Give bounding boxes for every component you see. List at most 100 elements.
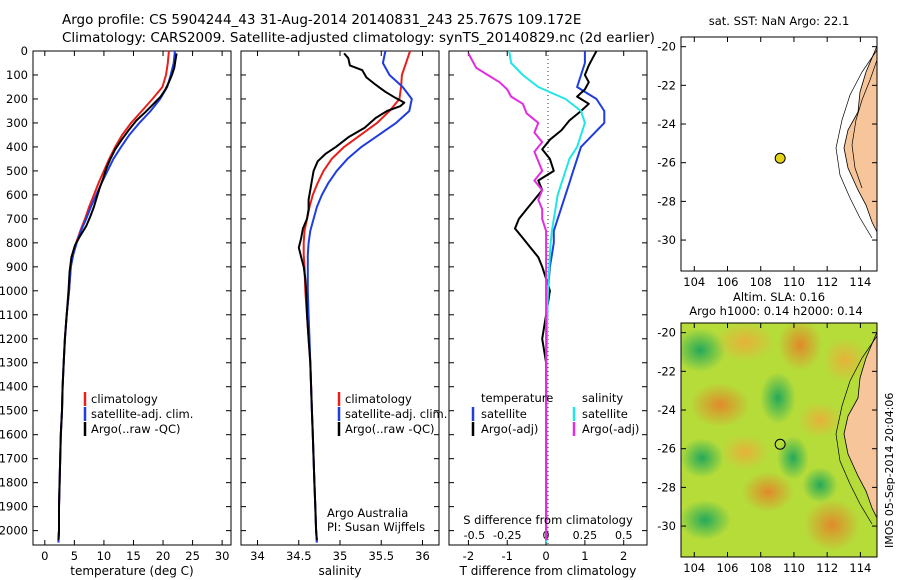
x-tick-label: 1: [581, 549, 588, 563]
legend-header-salinity: salinity: [582, 391, 623, 405]
sla-low-anomaly: [681, 500, 731, 540]
lat-tick-label: -22: [657, 78, 676, 92]
temperature-axes-frame: [32, 50, 232, 546]
sst-map-frame: [680, 36, 878, 272]
depth-tick-label: 800: [6, 236, 28, 250]
temperature-xlabel: temperature (deg C): [70, 564, 193, 578]
x-tick-label: 36: [415, 549, 430, 563]
lon-tick-label: 106: [717, 561, 739, 575]
difference-top-label: S difference from climatology: [463, 513, 633, 527]
depth-tick-label: 200: [6, 92, 28, 106]
lon-tick-label: 114: [849, 561, 871, 575]
depth-tick-label: 400: [6, 140, 28, 154]
depth-tick-label: 1600: [0, 428, 28, 442]
sst-map-coast-contour-1: [835, 49, 878, 239]
x-tick-label: 0: [542, 549, 549, 563]
lat-tick-label: -22: [657, 364, 676, 378]
depth-tick-label: 1900: [0, 500, 28, 514]
x-tick-label: -2: [463, 549, 474, 563]
sla-high-anomaly: [715, 323, 775, 362]
temperature-legend: climatology satellite-adj. clim. Argo(..…: [83, 392, 193, 436]
sla-low-anomaly: [681, 328, 726, 372]
sla-map-ticks: 104 106 108 110 112 114 -20 -22 -24 -26 -28 -30: [657, 323, 877, 575]
lat-tick-label: -24: [657, 117, 676, 131]
depth-tick-label: 1000: [0, 284, 28, 298]
lon-tick-label: 112: [816, 275, 838, 289]
difference-series-lines: [467, 50, 606, 543]
sst-map-land: [843, 45, 878, 233]
lat-tick-label: -28: [657, 194, 676, 208]
salinity-xlabel: salinity: [318, 564, 361, 578]
lat-tick-label: -26: [657, 156, 676, 170]
sla-high-anomaly: [823, 338, 867, 382]
lat-tick-label: -26: [657, 442, 676, 456]
series-line-climatology: [57, 50, 170, 543]
depth-tick-label: 2000: [0, 524, 28, 538]
lat-tick-label: -20: [657, 40, 676, 54]
x-tick-label: 10: [97, 549, 112, 563]
temperature-profile-panel: 0100200300400500600700800900100011001200…: [0, 44, 232, 578]
difference-xlabel: T difference from climatology: [459, 564, 637, 578]
lon-tick-label: 104: [683, 561, 705, 575]
depth-tick-label: 100: [6, 68, 28, 82]
lat-tick-label: -30: [657, 519, 676, 533]
lon-tick-label: 104: [683, 275, 705, 289]
x-tick-label: 0: [41, 549, 48, 563]
sst-map-ticks: 104 106 108 110 112 114 -20 -22 -24 -26 -28 -30: [657, 37, 877, 289]
sst-map-panel: sat. SST: NaN Argo: 22.1 104 106 108 110 112…: [657, 14, 878, 289]
lat-tick-label: -28: [657, 480, 676, 494]
sla-map-frame: [680, 322, 878, 558]
imos-timestamp-credit: IMOS 05-Sep-2014 20:04:06: [883, 393, 896, 548]
lat-tick-label: -30: [657, 233, 676, 247]
series-line-satellite-adj-clim-: [306, 50, 413, 543]
depth-tick-label: 1500: [0, 404, 28, 418]
salinity-profile-panel: 34 34.5 35 35.5 36 salinity climatology sate…: [240, 50, 447, 578]
salinity-axes-frame: [240, 50, 440, 546]
legend-label-argo: Argo(..raw -QC): [345, 422, 435, 436]
sla-map-coast-contour: [835, 335, 877, 525]
x-tick-label: 25: [185, 549, 200, 563]
sla-low-anomaly: [802, 467, 838, 503]
x-tick-label: 34.5: [286, 549, 312, 563]
salinity-series-lines: [297, 50, 413, 543]
sst-map-coast-contour-2: [851, 59, 878, 189]
sst-argo-location-marker: [774, 152, 786, 164]
legend-header-temperature: temperature: [481, 391, 553, 405]
x-tick-label: 20: [156, 549, 171, 563]
sla-high-anomaly: [798, 402, 842, 438]
temperature-series-lines: [57, 50, 178, 543]
sla-map-title-2: Argo h1000: 0.14 h2000: 0.14: [689, 304, 862, 318]
sla-low-anomaly: [681, 438, 724, 478]
depth-tick-label: 900: [6, 260, 28, 274]
legend-label-climatology: climatology: [91, 392, 158, 406]
legend-label-sal-satellite: satellite: [582, 407, 628, 421]
s-tick-label: 0.5: [615, 529, 633, 542]
depth-tick-label: 1300: [0, 356, 28, 370]
depth-tick-label: 1200: [0, 332, 28, 346]
lon-tick-label: 114: [849, 275, 871, 289]
lat-tick-label: -24: [657, 403, 676, 417]
depth-tick-label: 500: [6, 164, 28, 178]
legend-label-satellite: satellite-adj. clim.: [91, 407, 193, 421]
principal-investigator-label: PI: Susan Wijffels: [327, 520, 425, 534]
argo-program-label: Argo Australia: [327, 506, 408, 520]
series-line-temperature-satellite: [545, 51, 606, 543]
legend-label-temp-argo: Argo(-adj): [481, 422, 538, 436]
lon-tick-label: 108: [750, 561, 772, 575]
s-tick-label: -0.25: [493, 529, 521, 542]
sla-low-anomaly: [777, 436, 809, 480]
lat-tick-label: -20: [657, 326, 676, 340]
legend-label-argo: Argo(..raw -QC): [91, 422, 181, 436]
depth-tick-label: 1100: [0, 308, 28, 322]
legend-label-climatology: climatology: [345, 392, 412, 406]
series-line-argo-raw-qc-: [297, 52, 406, 541]
legend-label-temp-satellite: satellite: [481, 407, 527, 421]
x-tick-label: 35.5: [368, 549, 394, 563]
depth-tick-label: 700: [6, 212, 28, 226]
series-line-argo-raw-qc-: [57, 53, 178, 541]
sla-map-panel: Altim. SLA: 0.16 Argo h1000: 0.14 h2000:…: [657, 290, 878, 575]
series-line-salinity-argo-adj-: [467, 52, 548, 541]
